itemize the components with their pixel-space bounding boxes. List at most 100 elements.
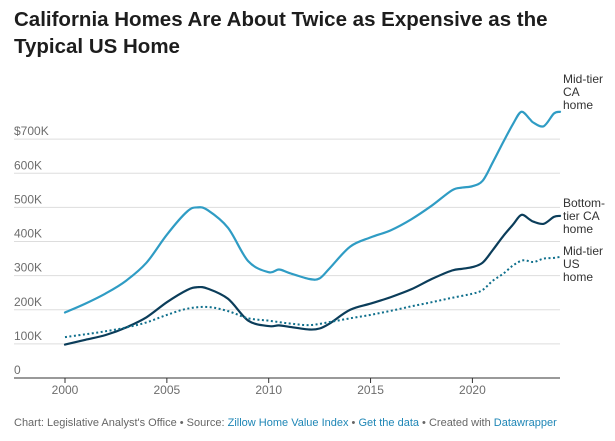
data-point-bottom-tier-ca-home — [389, 296, 392, 299]
data-point-bottom-tier-ca-home — [277, 324, 280, 327]
x-tick-label: 2000 — [52, 383, 79, 397]
data-point-mid-tier-ca-home — [430, 204, 433, 207]
data-point-bottom-tier-ca-home — [196, 286, 199, 289]
data-point-mid-tier-ca-home — [186, 210, 189, 213]
x-tick-label: 2020 — [459, 383, 486, 397]
series-label-mid-tier-us-home: US — [563, 257, 580, 271]
data-point-bottom-tier-ca-home — [528, 218, 531, 221]
data-point-bottom-tier-ca-home — [542, 222, 545, 225]
data-point-mid-tier-us-home — [481, 289, 484, 292]
data-point-mid-tier-ca-home — [349, 245, 352, 248]
data-point-mid-tier-ca-home — [532, 121, 535, 124]
data-point-mid-tier-ca-home — [196, 206, 199, 209]
data-point-mid-tier-us-home — [410, 305, 413, 308]
data-point-bottom-tier-ca-home — [84, 338, 87, 341]
data-point-bottom-tier-ca-home — [318, 327, 321, 330]
data-point-bottom-tier-ca-home — [369, 302, 372, 305]
data-point-mid-tier-ca-home — [369, 236, 372, 239]
data-point-mid-tier-ca-home — [451, 189, 454, 192]
data-point-mid-tier-us-home — [502, 272, 505, 275]
data-point-mid-tier-ca-home — [481, 179, 484, 182]
y-tick-label: 600K — [14, 158, 42, 172]
data-point-bottom-tier-ca-home — [104, 334, 107, 337]
data-point-mid-tier-us-home — [206, 306, 209, 309]
data-point-mid-tier-ca-home — [84, 302, 87, 305]
data-point-mid-tier-ca-home — [104, 292, 107, 295]
data-point-mid-tier-ca-home — [512, 122, 515, 125]
x-axis-ticks: 2000 2005 2010 2015 2020 — [52, 378, 486, 397]
footer-created-with: • Created with — [419, 417, 494, 429]
series-label-mid-tier-us-home: home — [563, 270, 593, 284]
data-point-bottom-tier-ca-home — [532, 220, 535, 223]
data-point-mid-tier-us-home — [491, 279, 494, 282]
series-lines — [63, 110, 562, 346]
series-label-bottom-tier-ca-home: Bottom- — [563, 196, 605, 210]
data-point-bottom-tier-ca-home — [186, 289, 189, 292]
data-point-mid-tier-us-home — [308, 324, 311, 327]
y-tick-label: $700K — [14, 124, 49, 138]
data-point-bottom-tier-ca-home — [206, 287, 209, 290]
chart-title: California Homes Are About Twice as Expe… — [14, 8, 548, 58]
data-point-mid-tier-us-home — [186, 307, 189, 310]
data-point-mid-tier-us-home — [328, 321, 331, 324]
footer-separator: • — [348, 417, 359, 429]
datawrapper-link[interactable]: Datawrapper — [493, 417, 557, 429]
data-point-mid-tier-us-home — [84, 333, 87, 336]
data-point-mid-tier-us-home — [369, 313, 372, 316]
y-tick-label: 0 — [14, 363, 21, 377]
data-point-mid-tier-ca-home — [559, 110, 562, 113]
series-line-mid-tier-ca-home — [63, 110, 562, 314]
chart-footer: Chart: Legislative Analyst's Office • So… — [14, 417, 557, 429]
data-point-bottom-tier-ca-home — [461, 267, 464, 270]
data-point-bottom-tier-ca-home — [491, 249, 494, 252]
data-point-bottom-tier-ca-home — [308, 328, 311, 331]
series-label-mid-tier-ca-home: CA — [563, 85, 580, 99]
data-point-bottom-tier-ca-home — [502, 235, 505, 238]
data-point-bottom-tier-ca-home — [349, 308, 352, 311]
y-axis-ticks: 0 100K 200K 300K 400K 500K 600K $700K — [14, 124, 49, 377]
data-point-mid-tier-ca-home — [520, 110, 523, 113]
series-line-mid-tier-us-home — [64, 255, 561, 339]
data-point-mid-tier-us-home — [552, 256, 555, 259]
data-point-mid-tier-ca-home — [502, 141, 505, 144]
data-point-mid-tier-us-home — [451, 296, 454, 299]
data-point-bottom-tier-ca-home — [471, 266, 474, 269]
x-tick-label: 2010 — [255, 383, 282, 397]
data-point-bottom-tier-ca-home — [559, 214, 562, 217]
data-point-mid-tier-us-home — [542, 257, 545, 260]
source-link[interactable]: Zillow Home Value Index — [227, 417, 349, 429]
data-point-mid-tier-ca-home — [318, 277, 321, 280]
series-line-bottom-tier-ca-home — [63, 213, 562, 346]
data-point-mid-tier-ca-home — [389, 229, 392, 232]
data-point-mid-tier-us-home — [430, 301, 433, 304]
data-point-mid-tier-ca-home — [125, 279, 128, 282]
data-point-bottom-tier-ca-home — [165, 301, 168, 304]
series-label-bottom-tier-ca-home: home — [563, 222, 593, 236]
data-point-mid-tier-ca-home — [64, 311, 67, 314]
data-point-mid-tier-us-home — [389, 309, 392, 312]
data-point-bottom-tier-ca-home — [410, 288, 413, 291]
data-point-bottom-tier-ca-home — [481, 261, 484, 264]
series-label-mid-tier-ca-home: Mid-tier — [563, 72, 603, 86]
data-point-mid-tier-us-home — [64, 336, 67, 339]
data-point-mid-tier-ca-home — [145, 261, 148, 264]
data-point-mid-tier-ca-home — [328, 267, 331, 270]
data-point-mid-tier-us-home — [532, 261, 535, 264]
data-point-mid-tier-ca-home — [552, 112, 555, 115]
data-point-bottom-tier-ca-home — [227, 297, 230, 300]
data-point-mid-tier-ca-home — [227, 226, 230, 229]
data-point-mid-tier-us-home — [145, 321, 148, 324]
x-tick-label: 2005 — [154, 383, 181, 397]
data-point-bottom-tier-ca-home — [552, 215, 555, 218]
data-point-bottom-tier-ca-home — [430, 278, 433, 281]
data-point-mid-tier-ca-home — [542, 125, 545, 128]
data-point-bottom-tier-ca-home — [145, 316, 148, 319]
data-point-mid-tier-us-home — [125, 326, 128, 329]
data-point-mid-tier-us-home — [559, 255, 562, 258]
data-point-mid-tier-ca-home — [206, 209, 209, 212]
data-point-mid-tier-ca-home — [308, 278, 311, 281]
get-data-link[interactable]: Get the data — [358, 417, 419, 429]
data-point-bottom-tier-ca-home — [512, 223, 515, 226]
data-point-mid-tier-us-home — [471, 292, 474, 295]
